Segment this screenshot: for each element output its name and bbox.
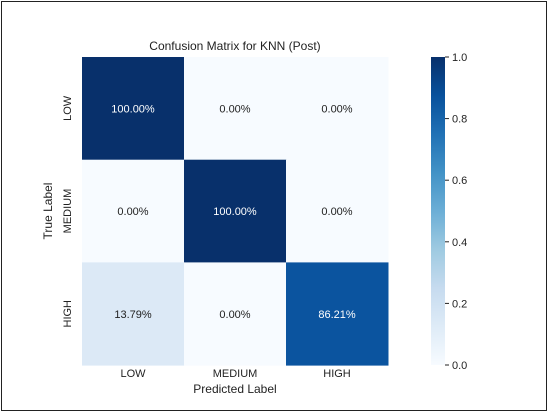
colorbar-tick-label-0: 0.0 bbox=[452, 360, 467, 372]
y-tick-label-2: HIGH bbox=[62, 300, 74, 328]
cell-label-0-1: 0.00% bbox=[219, 103, 250, 115]
heatmap-cell-2-0 bbox=[82, 262, 185, 366]
colorbar-tick-label-5: 1.0 bbox=[452, 52, 467, 64]
cell-label-2-2: 86.21% bbox=[318, 309, 356, 321]
x-tick-label-1: MEDIUM bbox=[213, 368, 258, 380]
y-tick-label-0: LOW bbox=[62, 95, 74, 121]
cell-label-1-1: 100.00% bbox=[213, 206, 257, 218]
y-tick-label-1: MEDIUM bbox=[62, 189, 74, 234]
colorbar bbox=[431, 57, 445, 365]
colorbar-tick-label-4: 0.8 bbox=[452, 114, 467, 126]
heatmap-cell-1-2 bbox=[286, 159, 389, 263]
heatmap-cell-1-0 bbox=[82, 159, 185, 263]
colorbar-tick-label-1: 0.2 bbox=[452, 298, 467, 310]
cell-label-1-0: 0.00% bbox=[117, 206, 148, 218]
cell-label-1-2: 0.00% bbox=[321, 206, 352, 218]
colorbar-tick-label-2: 0.4 bbox=[452, 237, 467, 249]
heatmap-cell-1-1 bbox=[184, 159, 287, 263]
cell-label-2-1: 0.00% bbox=[219, 309, 250, 321]
heatmap-cell-2-2 bbox=[286, 262, 389, 366]
colorbar-tick-label-3: 0.6 bbox=[452, 175, 467, 187]
x-axis-ticks: LOW MEDIUM HIGH bbox=[120, 368, 350, 380]
heatmap-cell-0-1 bbox=[184, 57, 287, 161]
heatmap-cell-0-0 bbox=[82, 57, 185, 161]
cell-label-0-0: 100.00% bbox=[111, 103, 155, 115]
x-axis-label: Predicted Label bbox=[193, 382, 276, 396]
x-tick-label-2: HIGH bbox=[323, 368, 351, 380]
heatmap-cell-labels: 100.00% 0.00% 0.00% 0.00% 100.00% 0.00% 13.79%… bbox=[111, 103, 356, 320]
y-axis-label: True Label bbox=[41, 183, 55, 240]
heatmap-cell-2-1 bbox=[184, 262, 287, 366]
x-tick-label-0: LOW bbox=[120, 368, 146, 380]
cell-label-2-0: 13.79% bbox=[114, 309, 152, 321]
heatmap-cell-0-2 bbox=[286, 57, 389, 161]
colorbar-ticks: 0.0 0.2 0.4 0.6 0.8 1.0 bbox=[445, 52, 467, 372]
chart-title: Confusion Matrix for KNN (Post) bbox=[149, 39, 320, 53]
y-axis-ticks: LOW MEDIUM HIGH bbox=[62, 95, 74, 327]
heatmap-cells bbox=[82, 57, 389, 366]
cell-label-0-2: 0.00% bbox=[321, 103, 352, 115]
